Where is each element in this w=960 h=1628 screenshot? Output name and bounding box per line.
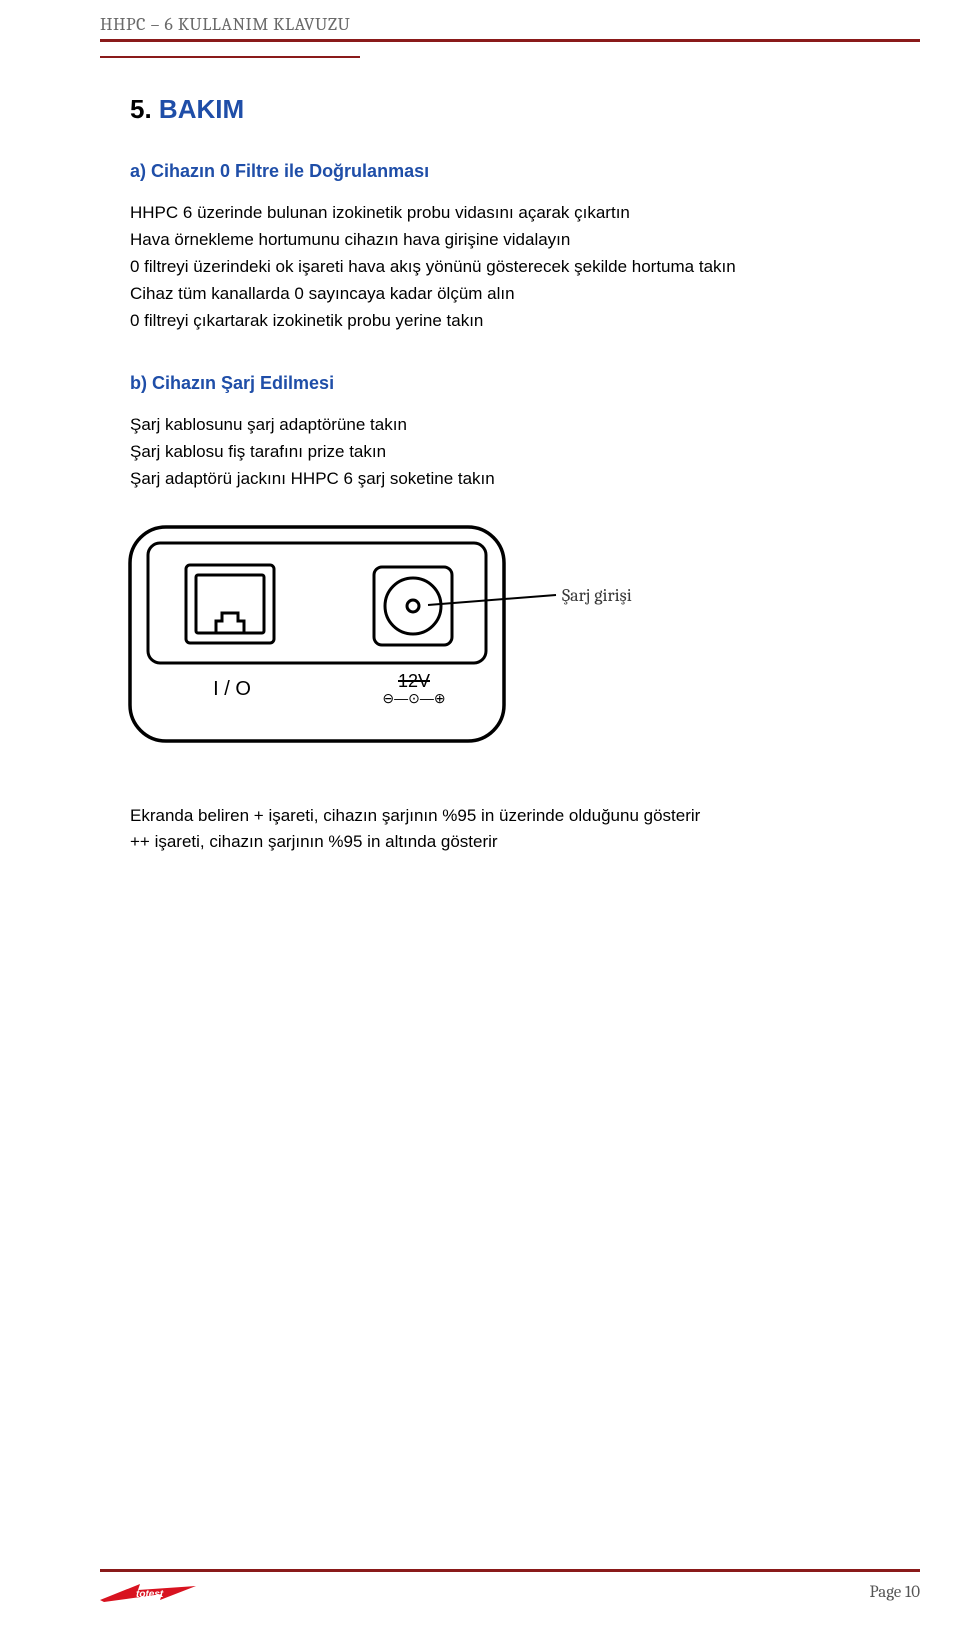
subsection-b-heading: b) Cihazın Şarj Edilmesi — [130, 373, 860, 394]
figure-label-left: I / O — [213, 678, 251, 700]
device-diagram-svg: I / O 12V ⊖—⊙—⊕ — [122, 509, 722, 759]
body-line: Şarj kablosunu şarj adaptörüne takın — [130, 414, 860, 437]
brand-logo: totest — [100, 1578, 190, 1606]
footer: totest Page 10 — [100, 1569, 920, 1606]
page: HHPC – 6 KULLANIM KLAVUZU 5. BAKIM a) Ci… — [0, 0, 960, 1628]
running-header: HHPC – 6 KULLANIM KLAVUZU — [0, 0, 960, 39]
section-title: BAKIM — [159, 94, 244, 124]
body-line: Şarj kablosu fiş tarafını prize takın — [130, 441, 860, 464]
body-line: Ekranda beliren + işareti, cihazın şarjı… — [130, 805, 860, 828]
subsection-b: b) Cihazın Şarj Edilmesi Şarj kablosunu … — [130, 373, 860, 491]
subsection-a-title: Cihazın 0 Filtre ile Doğrulanması — [151, 161, 429, 181]
subsection-a: a) Cihazın 0 Filtre ile Doğrulanması HHP… — [130, 161, 860, 333]
section-heading: 5. BAKIM — [130, 94, 860, 125]
content: 5. BAKIM a) Cihazın 0 Filtre ile Doğrula… — [0, 58, 960, 854]
body-line: Şarj adaptörü jackını HHPC 6 şarj soketi… — [130, 468, 860, 491]
body-line: 0 filtreyi çıkartarak izokinetik probu y… — [130, 310, 860, 333]
body-line: 0 filtreyi üzerindeki ok işareti hava ak… — [130, 256, 860, 279]
subsection-a-letter: a) — [130, 161, 146, 181]
subsection-b-letter: b) — [130, 373, 147, 393]
svg-text:⊖—⊙—⊕: ⊖—⊙—⊕ — [382, 690, 445, 706]
figure-notes: Ekranda beliren + işareti, cihazın şarjı… — [130, 805, 860, 855]
body-line: HHPC 6 üzerinde bulunan izokinetik probu… — [130, 202, 860, 225]
body-line: Hava örnekleme hortumunu cihazın hava gi… — [130, 229, 860, 252]
footer-rule — [100, 1569, 920, 1572]
svg-text:totest: totest — [136, 1589, 164, 1600]
page-number: Page 10 — [869, 1583, 920, 1602]
figure-callout: Şarj girişi — [562, 585, 632, 606]
body-line: Cihaz tüm kanallarda 0 sayıncaya kadar ö… — [130, 283, 860, 306]
subsection-b-title: Cihazın Şarj Edilmesi — [152, 373, 334, 393]
section-number: 5. — [130, 94, 152, 124]
subsection-a-heading: a) Cihazın 0 Filtre ile Doğrulanması — [130, 161, 860, 182]
device-figure: I / O 12V ⊖—⊙—⊕ Şarj girişi — [122, 509, 722, 759]
body-line: ++ işareti, cihazın şarjının %95 in altı… — [130, 831, 860, 854]
header-rules — [100, 39, 920, 58]
